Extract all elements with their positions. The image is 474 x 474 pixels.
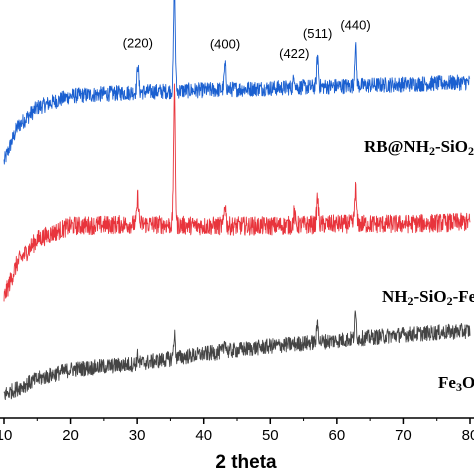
- series-line-0: [3, 0, 471, 165]
- series-label-2: Fe3O4: [438, 373, 474, 394]
- x-tick-label-3: 40: [195, 427, 212, 444]
- annotation-layer: (220)(311)(400)(422)(511)(440): [123, 17, 371, 61]
- x-tick-label-4: 50: [262, 427, 279, 444]
- x-tick-label-2: 30: [129, 427, 146, 444]
- peak-label-0: (220): [123, 35, 153, 50]
- x-tick-label-0: 10: [0, 427, 12, 444]
- x-tick-label-7: 80: [462, 427, 474, 444]
- x-tick-label-1: 20: [62, 427, 79, 444]
- series-layer: [3, 0, 471, 401]
- x-axis-title: 2 theta: [215, 452, 277, 473]
- series-line-1: [3, 83, 471, 302]
- series-label-1: NH2-SiO2-Fe3O4: [382, 287, 474, 308]
- peak-label-4: (511): [303, 26, 332, 41]
- peak-label-5: (440): [340, 17, 370, 32]
- peak-label-2: (400): [210, 37, 240, 52]
- series-label-0: RB@NH2-SiO2-Fe3O4: [364, 137, 474, 158]
- x-axis: 10 20 30 40 50 60 70 80: [0, 417, 474, 444]
- series-line-2: [3, 310, 471, 401]
- x-tick-label-5: 60: [329, 427, 346, 444]
- series-label-layer: RB@NH2-SiO2-Fe3O4 NH2-SiO2-Fe3O4 Fe3O4: [364, 137, 474, 394]
- peak-label-3: (422): [279, 46, 309, 61]
- x-tick-label-6: 70: [395, 427, 412, 444]
